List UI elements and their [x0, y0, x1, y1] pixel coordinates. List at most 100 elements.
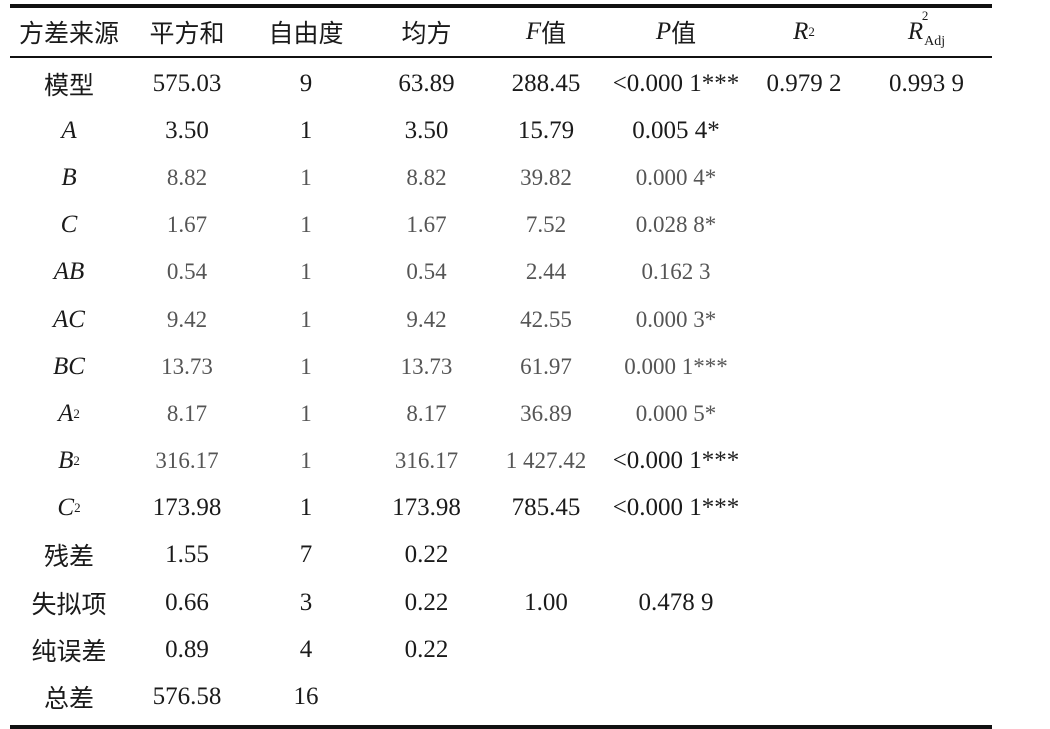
cell-ss: 575.03	[152, 69, 222, 97]
cell-ss: 9.42	[166, 306, 208, 332]
cell-source: C	[60, 211, 78, 239]
cell-f: 7.52	[525, 212, 567, 238]
cell-p: 0.162 3	[641, 259, 711, 285]
cell-source: BC	[53, 352, 85, 380]
header-p-suffix: 值	[671, 21, 697, 48]
cell-df: 1	[300, 400, 312, 426]
cell-ms: 0.54	[406, 259, 447, 285]
cell-ms: 0.22	[404, 588, 449, 616]
cell-ss: 3.50	[165, 116, 209, 144]
header-radj-sub: Adj	[924, 33, 946, 49]
table-row: B 8.82 1 8.82 39.82 0.000 4*	[10, 154, 992, 201]
cell-ss: 8.17	[166, 400, 208, 426]
table-row: AB 0.54 1 0.54 2.44 0.162 3	[10, 249, 992, 296]
cell-ms: 13.73	[400, 353, 453, 379]
cell-ms: 8.82	[406, 164, 447, 190]
cell-p: <0.000 1***	[612, 494, 740, 522]
header-rule	[10, 56, 992, 58]
cell-r2: 0.979 2	[766, 69, 842, 97]
cell-ss: 576.58	[152, 683, 222, 711]
cell-p: 0.000 3*	[635, 306, 717, 332]
cell-ss: 1.67	[166, 212, 208, 238]
cell-df: 1	[300, 259, 312, 285]
header-f-suffix: 值	[541, 21, 567, 48]
cell-ss: 173.98	[152, 494, 222, 522]
cell-f: 42.55	[520, 306, 572, 332]
cell-source: AC	[53, 305, 85, 333]
cell-f: 39.82	[520, 164, 572, 190]
cell-ms: 8.17	[406, 400, 447, 426]
table-row: A 3.50 1 3.50 15.79 0.005 4*	[10, 107, 992, 154]
cell-source-base: B	[58, 447, 74, 475]
cell-ms: 3.50	[404, 116, 449, 144]
cell-source-base: A	[58, 399, 74, 427]
cell-source: A	[61, 116, 77, 144]
cell-ss: 316.17	[155, 448, 219, 474]
header-radj-wrap: R 2 Adj	[907, 8, 946, 49]
top-rule	[10, 4, 992, 8]
cell-ms: 63.89	[398, 69, 455, 97]
cell-source: AB	[53, 258, 85, 286]
cell-f: 2.44	[525, 259, 567, 285]
cell-p: 0.005 4*	[632, 116, 720, 144]
header-mean-square: 均方	[401, 21, 452, 48]
cell-df: 7	[299, 541, 313, 569]
cell-df: 4	[299, 635, 313, 663]
header-degrees-of-freedom: 自由度	[268, 21, 344, 48]
table-row: BC 13.73 1 13.73 61.97 0.000 1***	[10, 343, 992, 390]
cell-p: <0.000 1***	[612, 69, 740, 97]
table-row: 纯误差 0.89 4 0.22	[10, 626, 992, 673]
cell-f: 36.89	[520, 400, 572, 426]
header-sum-of-squares: 平方和	[149, 21, 225, 48]
table-row: 模型 575.03 9 63.89 288.45 <0.000 1*** 0.9…	[10, 60, 992, 107]
bottom-rule	[10, 724, 992, 729]
cell-source-base: C	[57, 494, 75, 522]
header-radj-letter: R	[907, 18, 924, 45]
cell-df: 1	[300, 212, 312, 238]
cell-ss: 1.55	[165, 541, 209, 569]
cell-source: 纯误差	[31, 638, 107, 666]
cell-df: 1	[299, 494, 313, 522]
cell-df: 16	[293, 683, 319, 711]
cell-radj: 0.993 9	[889, 69, 964, 97]
cell-ss: 0.54	[166, 259, 208, 285]
header-source: 方差来源	[18, 21, 119, 48]
header-radj-sup: 2	[921, 8, 929, 23]
table-row: C 1.67 1 1.67 7.52 0.028 8*	[10, 202, 992, 249]
cell-ss: 0.66	[165, 588, 209, 616]
cell-df: 3	[299, 588, 313, 616]
cell-source: 残差	[43, 544, 94, 572]
cell-p: 0.478 9	[638, 588, 714, 616]
cell-df: 1	[300, 306, 312, 332]
table-row: 残差 1.55 7 0.22	[10, 532, 992, 579]
cell-ss: 13.73	[161, 353, 213, 379]
cell-df: 1	[299, 116, 313, 144]
cell-df: 1	[300, 353, 312, 379]
table-row: 失拟项 0.66 3 0.22 1.00 0.478 9	[10, 579, 992, 626]
cell-ss: 8.82	[166, 164, 208, 190]
cell-source: 模型	[43, 72, 94, 100]
cell-ms: 0.22	[404, 635, 449, 663]
cell-ms: 0.22	[404, 541, 449, 569]
cell-f: 61.97	[520, 353, 572, 379]
header-r-letter: R	[793, 18, 809, 45]
cell-p: 0.000 1***	[624, 353, 728, 379]
cell-p: 0.000 4*	[635, 164, 717, 190]
cell-ss: 0.89	[165, 635, 209, 663]
cell-p: <0.000 1***	[612, 447, 740, 475]
cell-f: 288.45	[511, 69, 581, 97]
table-body: 模型 575.03 9 63.89 288.45 <0.000 1*** 0.9…	[10, 58, 992, 721]
header-r-adj: R 2 Adj	[861, 8, 992, 49]
cell-ms: 1.67	[406, 212, 447, 238]
